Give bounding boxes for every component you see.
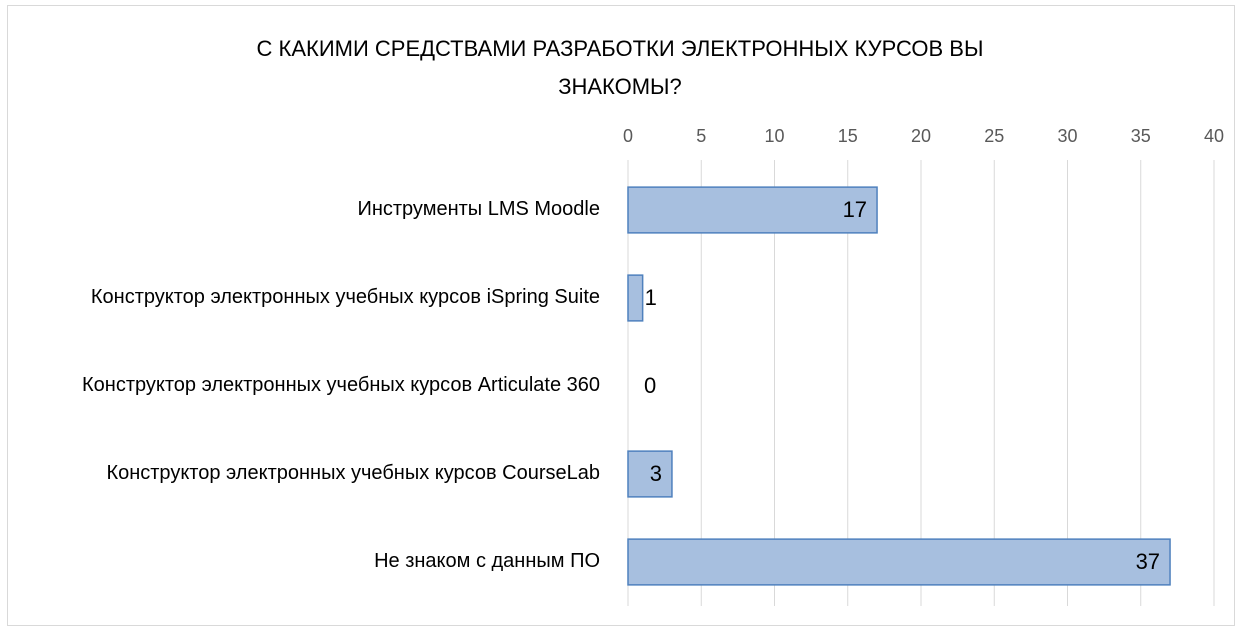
x-tick-label: 25	[984, 126, 1004, 146]
y-tick-label: Инструменты LMS Moodle	[357, 198, 600, 220]
value-label: 37	[1136, 549, 1160, 574]
x-tick-label: 30	[1057, 126, 1077, 146]
x-tick-label: 15	[838, 126, 858, 146]
x-tick-label: 10	[764, 126, 784, 146]
bar	[627, 274, 644, 322]
y-tick-label: Не знаком с данным ПО	[374, 550, 600, 572]
x-tick-label: 5	[696, 126, 706, 146]
x-tick-label: 0	[623, 126, 633, 146]
chart-title: С КАКИМИ СРЕДСТВАМИ РАЗРАБОТКИ ЭЛЕКТРОНН…	[257, 36, 984, 99]
value-label: 17	[843, 197, 867, 222]
value-label: 0	[644, 373, 656, 398]
x-tick-label: 40	[1204, 126, 1224, 146]
bar	[627, 450, 673, 498]
y-tick-label: Конструктор электронных учебных курсов C…	[106, 462, 600, 484]
value-label: 3	[650, 461, 662, 486]
bar	[627, 186, 878, 234]
bar	[627, 538, 1171, 586]
x-tick-label: 20	[911, 126, 931, 146]
x-tick-label: 35	[1131, 126, 1151, 146]
value-label: 1	[645, 285, 657, 310]
y-tick-label: Конструктор электронных учебных курсов i…	[91, 286, 600, 308]
y-tick-label: Конструктор электронных учебных курсов A…	[82, 374, 600, 396]
